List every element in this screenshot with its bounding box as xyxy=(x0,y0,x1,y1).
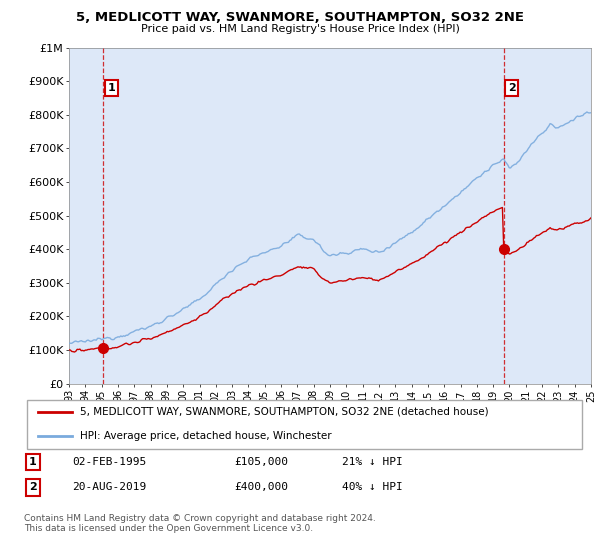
Text: 40% ↓ HPI: 40% ↓ HPI xyxy=(342,482,403,492)
Bar xyxy=(69,48,591,384)
Text: £400,000: £400,000 xyxy=(234,482,288,492)
Text: 1: 1 xyxy=(29,457,37,467)
Text: 2: 2 xyxy=(508,83,515,93)
FancyBboxPatch shape xyxy=(27,400,582,449)
Text: Price paid vs. HM Land Registry's House Price Index (HPI): Price paid vs. HM Land Registry's House … xyxy=(140,24,460,34)
Text: £105,000: £105,000 xyxy=(234,457,288,467)
Text: 21% ↓ HPI: 21% ↓ HPI xyxy=(342,457,403,467)
Text: 02-FEB-1995: 02-FEB-1995 xyxy=(72,457,146,467)
Text: Contains HM Land Registry data © Crown copyright and database right 2024.
This d: Contains HM Land Registry data © Crown c… xyxy=(24,514,376,534)
Text: 20-AUG-2019: 20-AUG-2019 xyxy=(72,482,146,492)
Text: 2: 2 xyxy=(29,482,37,492)
Bar xyxy=(69,48,591,384)
Text: 5, MEDLICOTT WAY, SWANMORE, SOUTHAMPTON, SO32 2NE (detached house): 5, MEDLICOTT WAY, SWANMORE, SOUTHAMPTON,… xyxy=(80,407,489,417)
Text: HPI: Average price, detached house, Winchester: HPI: Average price, detached house, Winc… xyxy=(80,431,332,441)
Text: 5, MEDLICOTT WAY, SWANMORE, SOUTHAMPTON, SO32 2NE: 5, MEDLICOTT WAY, SWANMORE, SOUTHAMPTON,… xyxy=(76,11,524,24)
Text: 1: 1 xyxy=(107,83,115,93)
